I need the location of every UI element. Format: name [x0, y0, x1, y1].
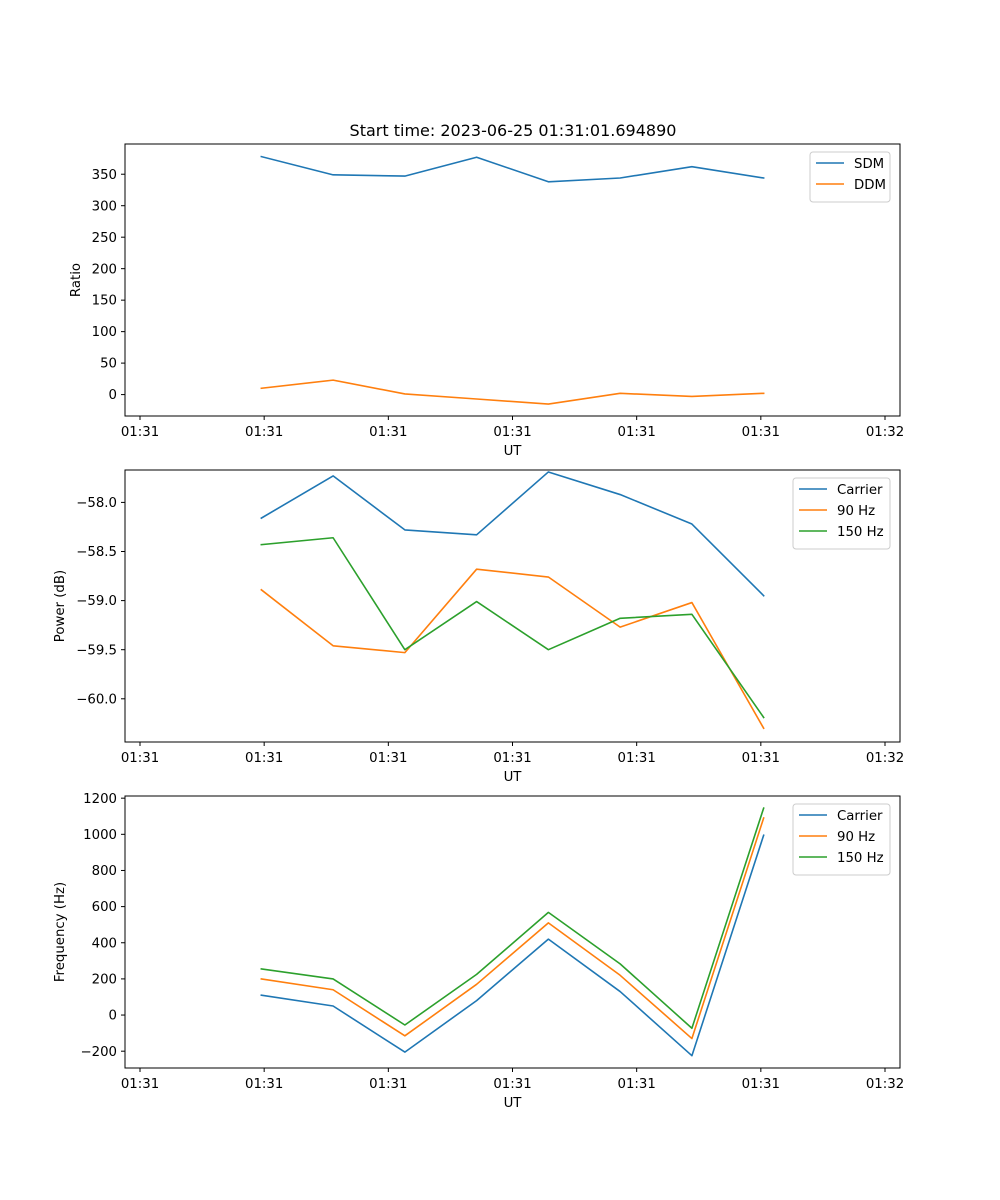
- x-tick-label: 01:31: [245, 751, 283, 766]
- x-tick-label: 01:32: [866, 425, 904, 440]
- series-line-90-hz: [260, 568, 765, 730]
- y-tick-label: −58.5: [76, 545, 117, 560]
- x-tick-label: 01:32: [866, 751, 904, 766]
- series-line-ddm: [260, 379, 765, 405]
- y-tick-label: −200: [80, 1045, 117, 1060]
- x-tick-label: 01:31: [493, 425, 531, 440]
- y-tick-label: 600: [92, 900, 117, 915]
- subplot-1: 01:31 01:31 01:31 01:31 01:31 01:31 01:32 0 50 10…: [69, 143, 904, 459]
- x-tick-label: 01:32: [866, 1077, 904, 1092]
- legend: Carrier 90 Hz 150 Hz: [792, 803, 891, 876]
- series-lines: [260, 471, 765, 730]
- chart-title: Start time: 2023-06-25 01:31:01.694890: [350, 121, 677, 140]
- y-tick-label: −60.0: [76, 692, 117, 707]
- subplot-3: 01:31 01:31 01:31 01:31 01:31 01:31 01:32 −200 0…: [53, 792, 904, 1111]
- y-tick-label: 300: [92, 199, 117, 214]
- x-tick-label: 01:31: [618, 1077, 656, 1092]
- y-tick-label: −59.5: [76, 643, 117, 658]
- x-tick-label: 01:31: [618, 751, 656, 766]
- x-tick-label: 01:31: [493, 751, 531, 766]
- series-lines: [260, 807, 765, 1057]
- y-tick-label: −59.0: [76, 594, 117, 609]
- x-axis-label: UT: [504, 444, 523, 459]
- legend-entry-carrier: Carrier: [837, 809, 883, 824]
- x-tick-label: 01:31: [245, 1077, 283, 1092]
- legend-entry-150-hz: 150 Hz: [837, 525, 884, 540]
- y-tick-label: 350: [92, 168, 117, 183]
- x-tick-label: 01:31: [121, 1077, 159, 1092]
- legend: SDM DDM: [809, 151, 891, 203]
- y-tick-label: 100: [92, 325, 117, 340]
- series-line-sdm: [260, 155, 765, 183]
- y-axis-label: Ratio: [69, 263, 84, 297]
- y-tick-label: 150: [92, 294, 117, 309]
- x-tick-label: 01:31: [618, 425, 656, 440]
- x-tick-label: 01:31: [369, 751, 407, 766]
- x-tick-label: 01:31: [742, 425, 780, 440]
- legend-entry-carrier: Carrier: [837, 483, 883, 498]
- y-tick-label: 200: [92, 262, 117, 277]
- legend-box: [809, 151, 891, 203]
- legend-entry-90-hz: 90 Hz: [837, 830, 875, 845]
- x-tick-label: 01:31: [369, 425, 407, 440]
- series-line-carrier: [260, 471, 765, 597]
- y-tick-label: −58.0: [76, 496, 117, 511]
- x-tick-label: 01:31: [493, 1077, 531, 1092]
- series-line-150-hz: [260, 807, 765, 1030]
- x-axis-label: UT: [504, 1096, 523, 1111]
- legend-entry-90-hz: 90 Hz: [837, 504, 875, 519]
- x-tick-label: 01:31: [121, 751, 159, 766]
- legend-entry-sdm: SDM: [854, 157, 884, 172]
- series-line-90-hz: [260, 817, 765, 1040]
- x-tick-label: 01:31: [742, 751, 780, 766]
- y-tick-label: 1200: [83, 792, 117, 807]
- y-axis-label: Frequency (Hz): [53, 882, 68, 982]
- y-tick-label: 800: [92, 864, 117, 879]
- x-axis-label: UT: [504, 770, 523, 785]
- subplot-2: 01:31 01:31 01:31 01:31 01:31 01:31 01:32 −58.0…: [53, 469, 904, 785]
- x-tick-label: 01:31: [742, 1077, 780, 1092]
- series-line-150-hz: [260, 536, 765, 719]
- y-tick-label: 50: [100, 357, 117, 372]
- y-axis-label: Power (dB): [53, 570, 68, 642]
- legend-entry-ddm: DDM: [854, 178, 886, 193]
- y-tick-label: 250: [92, 231, 117, 246]
- y-tick-label: 0: [109, 1009, 117, 1024]
- y-tick-label: 0: [109, 388, 117, 403]
- legend: Carrier 90 Hz 150 Hz: [792, 477, 891, 550]
- subplots: 01:31 01:31 01:31 01:31 01:31 01:31 01:32 0 50 10…: [53, 143, 904, 1111]
- series-line-carrier: [260, 834, 765, 1057]
- legend-entry-150-hz: 150 Hz: [837, 851, 884, 866]
- series-lines: [260, 155, 765, 405]
- y-tick-label: 400: [92, 936, 117, 951]
- x-tick-label: 01:31: [245, 425, 283, 440]
- x-tick-label: 01:31: [369, 1077, 407, 1092]
- y-tick-label: 1000: [83, 828, 117, 843]
- y-tick-label: 200: [92, 972, 117, 987]
- x-tick-label: 01:31: [121, 425, 159, 440]
